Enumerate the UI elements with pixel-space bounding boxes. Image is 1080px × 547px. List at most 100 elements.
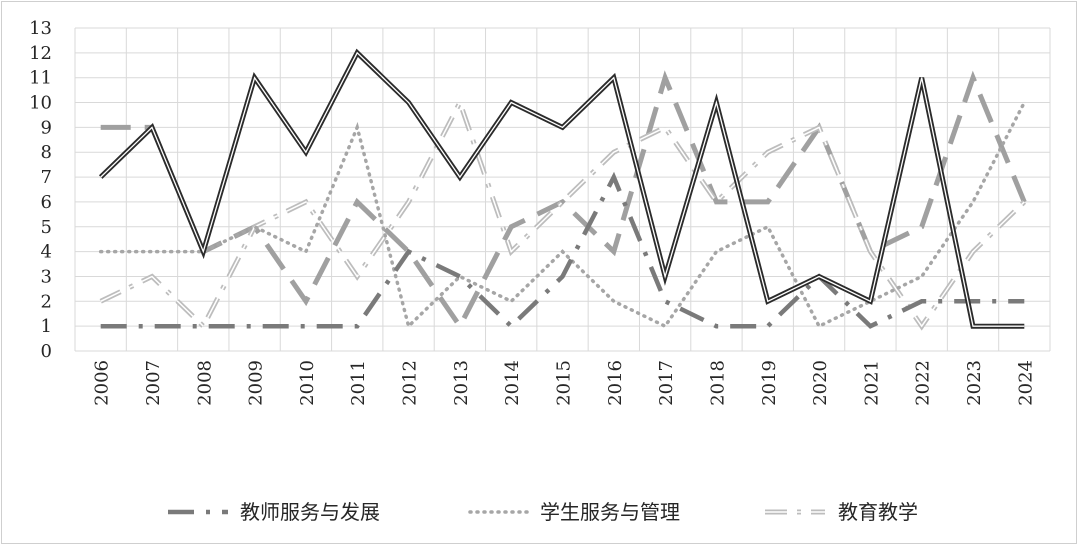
data-point [561,126,564,129]
data-point [510,250,513,253]
data-point [818,126,821,129]
data-point [99,250,102,253]
data-point [561,275,564,278]
data-point [715,250,718,253]
data-point [407,250,410,253]
data-point [664,126,667,129]
x-tick-label: 2010 [297,360,318,406]
data-point [766,151,769,154]
data-point [304,250,307,253]
data-point [150,275,153,278]
x-tick-label: 2008 [194,360,215,406]
data-point [612,176,615,179]
data-point [920,300,923,303]
series-3 [98,100,1027,330]
data-point [304,151,307,154]
x-tick-label: 2021 [861,360,882,406]
data-point [664,275,667,278]
y-tick-label: 5 [41,217,52,238]
x-tick-label: 2014 [502,360,523,406]
x-tick-label: 2006 [92,360,113,406]
data-point [972,300,975,303]
legend-label: 学生服务与管理 [540,500,680,524]
data-point [766,200,769,203]
data-point [304,325,307,328]
data-point [972,76,975,79]
series-2 [100,171,1026,330]
data-point [818,275,821,278]
data-point [458,101,461,104]
data-point [920,225,923,228]
y-tick-label: 4 [41,242,52,263]
data-point [356,126,359,129]
data-point [766,325,769,328]
x-tick-label: 2016 [605,360,626,406]
data-point [253,225,256,228]
y-tick-label: 10 [29,93,52,114]
data-point [664,300,667,303]
y-tick-label: 2 [41,291,52,312]
series-line [98,100,1027,330]
data-point [1023,101,1026,104]
series-line [100,171,1025,330]
y-tick-label: 8 [41,142,52,163]
data-point [920,275,923,278]
y-tick-label: 1 [41,316,52,337]
data-point [150,325,153,328]
data-point [356,275,359,278]
y-tick-label: 9 [41,117,52,138]
data-point [869,300,872,303]
data-point [869,250,872,253]
x-tick-label: 2012 [400,360,421,406]
data-point [972,250,975,253]
x-tick-label: 2009 [246,360,267,406]
data-point [561,200,564,203]
data-point [920,76,923,79]
y-tick-label: 13 [29,18,52,39]
data-point [561,250,564,253]
data-point [1023,300,1026,303]
data-point [202,250,205,253]
data-point [920,325,923,328]
legend: 教师服务与发展 学生服务与管理 教育教学 [168,500,918,524]
series-1 [98,48,1025,329]
data-point [99,126,102,129]
x-tick-label: 2018 [707,360,728,406]
data-point [869,325,872,328]
data-point [253,76,256,79]
data-point [972,325,975,328]
data-point [972,200,975,203]
series-line [98,48,1025,329]
x-tick-label: 2022 [913,360,934,406]
data-point [407,101,410,104]
x-tick-label: 2020 [810,360,831,406]
data-point [715,200,718,203]
y-tick-label: 12 [29,43,52,64]
legend-label: 教师服务与发展 [240,500,380,524]
data-point [1023,200,1026,203]
data-point [510,101,513,104]
data-point [458,176,461,179]
y-tick-label: 11 [29,68,52,89]
x-tick-label: 2024 [1015,360,1036,406]
data-point [664,76,667,79]
y-tick-label: 0 [41,341,52,362]
y-tick-label: 3 [41,266,52,287]
data-point [664,325,667,328]
x-tick-label: 2007 [143,360,164,406]
data-point [304,300,307,303]
x-tick-label: 2017 [656,360,677,406]
data-point [150,126,153,129]
data-point [510,300,513,303]
data-point [612,250,615,253]
x-tick-label: 2011 [348,360,369,406]
data-point [510,225,513,228]
x-tick-label: 2013 [451,360,472,406]
data-point [766,225,769,228]
data-point [407,325,410,328]
y-tick-label: 6 [41,192,52,213]
data-point [715,325,718,328]
data-point [356,200,359,203]
